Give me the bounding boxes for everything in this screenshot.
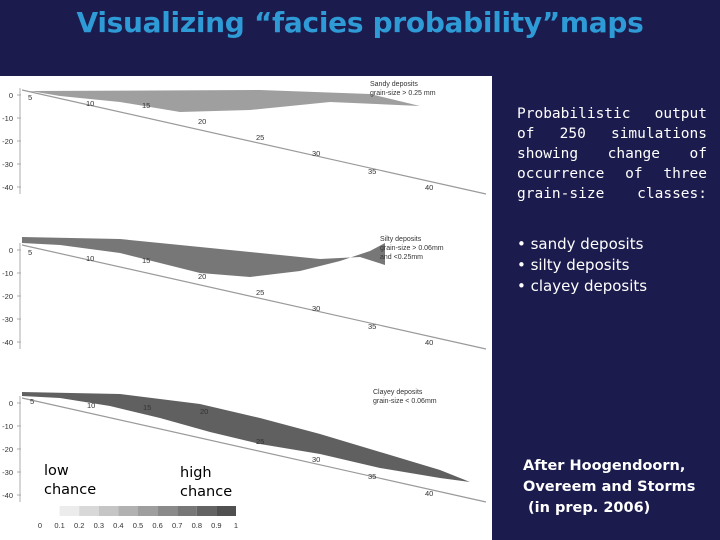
legend-tick-label: 0.1	[54, 521, 64, 530]
caption-line: occurrence of three	[517, 166, 707, 182]
x-tick-label: 35	[368, 472, 376, 481]
legend-tick-label: 0	[38, 521, 42, 530]
y-tick-label: -10	[2, 269, 13, 278]
x-tick-label: 40	[425, 489, 433, 498]
y-tick-label: 0	[9, 91, 13, 100]
slide-title: Visualizing “facies probability”maps	[76, 6, 644, 39]
legend-tick-label: 0.8	[192, 521, 202, 530]
x-tick-label: 40	[425, 338, 433, 347]
legend-color-step	[138, 506, 158, 516]
legend-color-step	[196, 506, 217, 516]
seafloor-profile	[21, 244, 487, 350]
probability-figure: 0 -10 -20 -30 -40 5 10 15 20 25 30 35 40 Sandy deposi…	[0, 76, 492, 540]
y-tick-label: -10	[2, 114, 13, 123]
legend-color-step	[59, 506, 80, 516]
legend-tick-label: 0.3	[94, 521, 104, 530]
legend-low-line: low	[44, 463, 69, 479]
x-tick-label: 30	[312, 304, 320, 313]
y-tick-label: -10	[2, 422, 13, 431]
panel-label-line: grain-size > 0.25 mm	[370, 90, 436, 97]
y-tick-label: -20	[2, 137, 13, 146]
legend-tick-label: 0.2	[74, 521, 84, 530]
legend-low-label: low chance	[44, 462, 96, 500]
legend-tick-label: 0.4	[113, 521, 123, 530]
bullet-item-silty: • silty deposits	[517, 256, 630, 274]
legend-high-line: chance	[180, 484, 233, 500]
credit-line: Overeem and Storms	[523, 479, 696, 495]
bullet-item-clayey: • clayey deposits	[517, 277, 648, 295]
facies-panel: 0 -10 -20 -30 -40 5 10 15 20 25 30 35 40 Sandy deposi…	[2, 81, 487, 195]
panel-label-line: grain-size > 0.06mm	[380, 245, 444, 252]
credit-line: After Hoogendoorn,	[523, 458, 686, 474]
legend-color-step	[177, 506, 197, 516]
facies-panel: 0 -10 -20 -30 -40 5 10 15 20 25 30 35 40 Silty deposi…	[2, 236, 487, 350]
x-tick-label: 25	[256, 288, 264, 297]
x-tick-label: 25	[256, 437, 264, 446]
legend-tick-label: 0.7	[172, 521, 182, 530]
seafloor-profile	[21, 397, 487, 503]
facies-panel: 0 -10 -20 -30 -40 5 10 15 20 25 30 35 40 Clayey depos…	[2, 389, 487, 503]
caption-line: grain-size classes:	[517, 186, 707, 202]
panel-label-line: Sandy deposits	[370, 81, 418, 88]
panel-label-line: and <0.25mm	[380, 254, 423, 261]
legend-color-step	[40, 506, 60, 516]
x-tick-label: 10	[87, 401, 95, 410]
x-tick-label: 10	[86, 99, 94, 108]
y-tick-label: 0	[9, 246, 13, 255]
legend-high-line: high	[180, 465, 212, 481]
credit-line: (in prep. 2006)	[523, 500, 651, 516]
bullet-list: • sandy deposits • silty deposits • clay…	[517, 234, 647, 297]
x-tick-label: 30	[312, 455, 320, 464]
x-tick-label: 30	[312, 149, 320, 158]
legend-tick-label: 0.9	[211, 521, 221, 530]
x-tick-label: 15	[142, 256, 150, 265]
x-tick-label: 10	[86, 254, 94, 263]
legend-color-step	[98, 506, 119, 516]
legend-color-step	[118, 506, 138, 516]
bullet-item-sandy: • sandy deposits	[517, 235, 644, 253]
legend-color-step	[157, 506, 178, 516]
x-tick-label: 5	[30, 397, 34, 406]
y-tick-label: 0	[9, 399, 13, 408]
legend-low-line: chance	[44, 482, 97, 498]
y-tick-label: -30	[2, 468, 13, 477]
silty-probability-shade	[22, 237, 385, 277]
legend-color-step	[79, 506, 99, 516]
x-tick-label: 35	[368, 167, 376, 176]
legend-color-step	[216, 506, 236, 516]
y-tick-label: -30	[2, 315, 13, 324]
x-tick-label: 15	[142, 101, 150, 110]
legend-tick-label: 0.6	[152, 521, 162, 530]
x-tick-label: 5	[28, 248, 32, 257]
panel-label-line: Silty deposits	[380, 236, 422, 243]
legend-tick-label: 0.5	[133, 521, 143, 530]
x-tick-label: 20	[198, 272, 206, 281]
caption-line: showing change of	[517, 146, 707, 162]
clayey-probability-shade	[22, 392, 470, 482]
x-tick-label: 20	[200, 407, 208, 416]
credit-text: After Hoogendoorn, Overeem and Storms (i…	[523, 456, 695, 519]
panel-label-line: grain-size < 0.06mm	[373, 398, 437, 405]
y-tick-label: -40	[2, 183, 13, 192]
x-tick-label: 35	[368, 322, 376, 331]
panel-label-line: Clayey deposits	[373, 389, 423, 396]
y-tick-label: -30	[2, 160, 13, 169]
legend-high-label: high chance	[180, 464, 232, 502]
caption-line: of 250 simulations	[517, 126, 707, 142]
x-tick-label: 5	[28, 93, 32, 102]
caption-text: Probabilistic output of 250 simulations …	[517, 104, 707, 204]
y-tick-label: -40	[2, 491, 13, 500]
sandy-probability-shade	[30, 90, 420, 112]
y-tick-label: -40	[2, 338, 13, 347]
seafloor-profile	[21, 89, 487, 195]
x-tick-label: 20	[198, 117, 206, 126]
y-tick-label: -20	[2, 445, 13, 454]
y-tick-label: -20	[2, 292, 13, 301]
legend-tick-label: 1	[234, 521, 238, 530]
caption-line: Probabilistic output	[517, 106, 707, 122]
x-tick-label: 15	[143, 403, 151, 412]
x-tick-label: 25	[256, 133, 264, 142]
x-tick-label: 40	[425, 183, 433, 192]
